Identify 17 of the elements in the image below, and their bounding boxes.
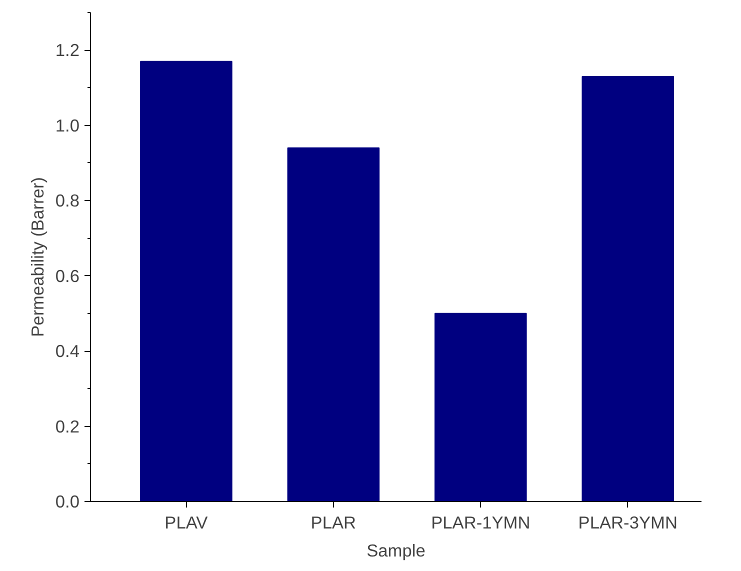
x-tick-label: PLAV (164, 512, 208, 532)
bar (434, 312, 527, 502)
y-tick-label: 0.4 (55, 341, 80, 362)
bar (140, 60, 232, 502)
y-axis-title: Permeability (Barrer) (27, 177, 48, 337)
y-tick-label: 0.8 (55, 190, 80, 211)
bar (287, 147, 380, 502)
y-tick-label: 0.2 (55, 416, 80, 436)
x-axis-title: Sample (366, 540, 426, 560)
y-tick-label: 1.0 (55, 115, 80, 136)
x-tick-label: PLAR (310, 512, 356, 532)
bar (582, 76, 674, 502)
y-tick-label: 0.0 (55, 492, 80, 512)
x-tick-label: PLAR-1YMN (431, 512, 530, 532)
y-tick-label: 0.6 (55, 266, 80, 286)
y-tick-label: 1.2 (55, 40, 80, 60)
x-tick-label: PLAR-3YMN (578, 512, 678, 532)
